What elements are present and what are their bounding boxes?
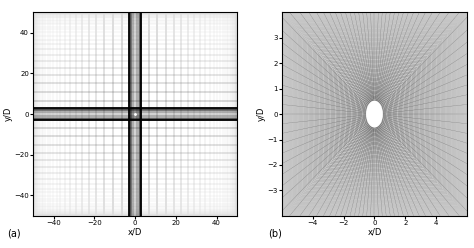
Circle shape (367, 101, 382, 127)
Y-axis label: y/D: y/D (257, 107, 266, 121)
Text: (b): (b) (268, 228, 282, 238)
X-axis label: x/D: x/D (128, 227, 142, 236)
Y-axis label: y/D: y/D (4, 107, 13, 121)
X-axis label: x/D: x/D (367, 227, 382, 236)
Text: (a): (a) (7, 228, 21, 238)
